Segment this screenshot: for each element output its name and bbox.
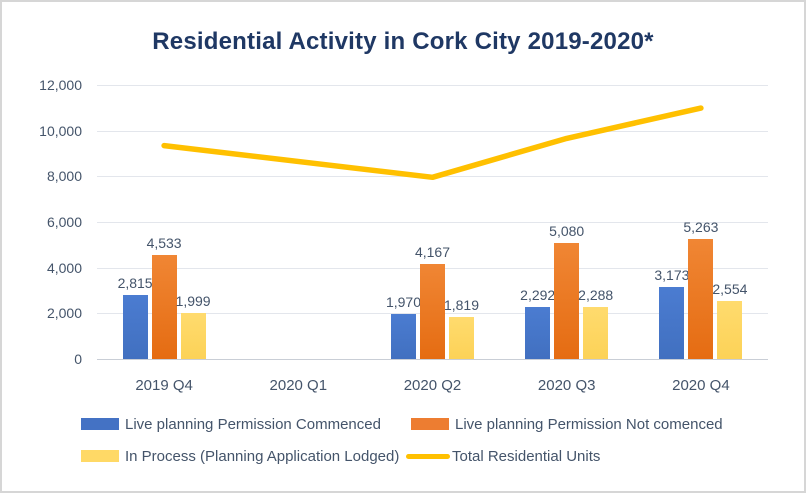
bar-2019-q4-series1	[151, 255, 177, 359]
legend-swatch-blue	[81, 418, 119, 430]
legend-line-swatch	[406, 453, 450, 459]
y-axis-tick-label: 6,000	[46, 214, 82, 230]
bar-2020-q2-series0	[391, 314, 416, 359]
bar-value-label: 2,554	[712, 280, 748, 297]
legend-item-commenced: Live planning Permission Commenced	[81, 415, 381, 433]
bar-2020-q4-series1	[688, 238, 714, 359]
legend-item-total-units: Total Residential Units	[406, 447, 601, 465]
x-axis-tick-label: 2020 Q2	[403, 377, 462, 394]
bar-2020-q4-series2	[717, 300, 743, 359]
legend-label: Live planning Permission Commenced	[125, 415, 381, 433]
bar-2020-q2-series1	[420, 263, 445, 359]
y-axis-tick-label: 10,000	[39, 122, 82, 139]
bar-value-label: 2,815	[117, 274, 153, 291]
bar-value-label: 1,819	[443, 297, 480, 314]
bar-value-label: 4,167	[414, 243, 451, 260]
x-axis-tick-label: 2020 Q1	[269, 377, 328, 394]
bar-2020-q4-series0	[659, 286, 685, 359]
legend-item-in-process: In Process (Planning Application Lodged)	[81, 447, 400, 465]
x-axis-tick-label: 2020 Q3	[537, 377, 596, 394]
gridline	[97, 359, 768, 360]
chart-title: Residential Activity in Cork City 2019-2…	[152, 28, 654, 55]
bar-2019-q4-series2	[180, 313, 206, 359]
bar-2020-q2-series2	[449, 317, 474, 359]
y-axis-tick-label: 12,000	[39, 77, 82, 93]
gridline	[97, 130, 768, 132]
y-axis-tick-label: 4,000	[46, 259, 82, 276]
y-axis-tick-label: 0	[74, 351, 82, 367]
bar-value-label: 5,263	[683, 218, 719, 235]
legend-swatch-orange	[411, 418, 449, 430]
bar-value-label: 2,288	[578, 286, 614, 303]
bar-value-label: 1,999	[175, 293, 211, 310]
legend-label: Total Residential Units	[452, 447, 601, 465]
legend-label: Live planning Permission Not comenced	[455, 415, 723, 433]
bar-value-label: 3,173	[654, 266, 690, 283]
bar-2020-q3-series1	[554, 243, 580, 359]
gridline	[97, 222, 768, 223]
gridline	[97, 85, 768, 86]
y-axis-tick-label: 2,000	[46, 305, 82, 322]
bar-value-label: 1,970	[385, 294, 422, 311]
x-axis-tick-label: 2019 Q4	[135, 377, 193, 394]
bar-2020-q3-series2	[583, 306, 609, 359]
legend-swatch-yellow	[81, 450, 119, 462]
bar-value-label: 5,080	[549, 223, 585, 239]
bar-value-label: 2,292	[520, 286, 556, 303]
x-axis-tick-label: 2020 Q4	[672, 377, 730, 394]
total-residential-units-line	[161, 105, 704, 181]
bar-2020-q3-series0	[525, 306, 551, 359]
y-axis-tick-label: 8,000	[46, 168, 82, 185]
legend-label: In Process (Planning Application Lodged)	[125, 447, 400, 465]
bar-value-label: 4,533	[146, 235, 182, 252]
legend-item-not-commenced: Live planning Permission Not comenced	[411, 415, 723, 433]
bar-2019-q4-series0	[122, 294, 148, 359]
